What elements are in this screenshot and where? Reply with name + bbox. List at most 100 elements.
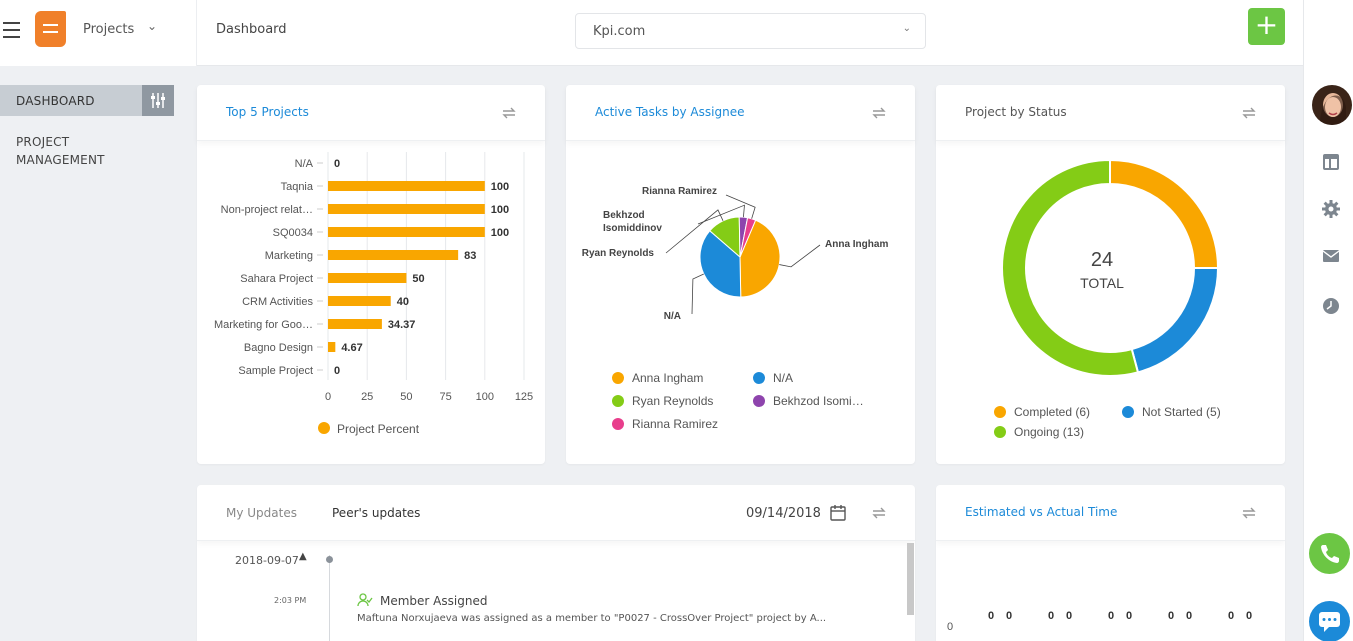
refresh-icon[interactable] xyxy=(1240,105,1258,121)
calendar-icon[interactable] xyxy=(829,504,847,522)
menu-icon[interactable] xyxy=(3,22,20,38)
category-label: N/A xyxy=(295,158,314,170)
clock-icon[interactable] xyxy=(1321,296,1341,316)
mail-icon[interactable] xyxy=(1321,246,1341,266)
bar-value-label: 0 xyxy=(334,365,340,377)
active-tasks-chart: Anna Ingham N/A Ryan Reynolds Bekhzod Isomid… xyxy=(582,186,889,431)
card-header: My Updates Peer's updates 09/14/2018 xyxy=(197,485,915,541)
category-label: Sahara Project xyxy=(240,273,313,285)
category-label: Taqnia xyxy=(281,181,314,193)
bar xyxy=(328,250,459,260)
timeline-line xyxy=(329,555,330,641)
gear-icon[interactable] xyxy=(1321,199,1341,219)
bar-value-label: 0 xyxy=(1186,610,1192,622)
bar-value-label: 0 xyxy=(334,158,340,170)
pie-slice xyxy=(739,219,781,298)
bar xyxy=(328,319,382,329)
dashboard-settings-button[interactable] xyxy=(142,85,174,116)
pie-outer-label: Rianna Ramirez xyxy=(642,186,717,197)
estimated-actual-chart: 00 0 0 0 0 0 0 0 0 0 xyxy=(947,610,1252,633)
category-label: Non-project relat… xyxy=(221,204,313,216)
chevron-up-icon[interactable]: ▲ xyxy=(299,551,307,562)
chevron-down-icon: ⌄ xyxy=(147,19,158,33)
donut-segment xyxy=(1001,158,1140,377)
legend-label: Not Started (5) xyxy=(1142,405,1221,419)
x-tick-label: 25 xyxy=(361,391,373,403)
pie-connector xyxy=(665,209,724,254)
refresh-icon[interactable] xyxy=(870,105,888,121)
layout-icon[interactable] xyxy=(1321,152,1341,172)
legend-label: Completed (6) xyxy=(1014,405,1090,419)
legend-swatch xyxy=(612,372,624,384)
bar-value-label: 50 xyxy=(412,273,424,285)
top-bar: Projects ⌄ Dashboard Kpi.com ⌄ + xyxy=(0,0,1341,66)
legend-swatch xyxy=(994,406,1006,418)
card-header: Top 5 Projects xyxy=(197,85,545,141)
x-tick-label: 125 xyxy=(515,391,533,403)
page-title: Dashboard xyxy=(216,22,287,37)
refresh-icon[interactable] xyxy=(1240,505,1258,521)
pie-outer-label: N/A xyxy=(664,311,681,322)
avatar[interactable] xyxy=(1312,85,1352,125)
project-module-select[interactable]: Projects ⌄ xyxy=(83,19,157,37)
bar-value-label: 83 xyxy=(464,250,476,262)
bar-value-label: 0 xyxy=(1108,610,1114,622)
legend-label: Ryan Reynolds xyxy=(632,394,713,408)
timeline-dot xyxy=(326,556,333,563)
bar-value-label: 0 xyxy=(1228,610,1234,622)
legend-label: N/A xyxy=(773,371,793,385)
category-label: Sample Project xyxy=(238,365,313,377)
legend-label: Bekhzod Isomi… xyxy=(773,394,864,408)
pie-outer-label: Ryan Reynolds xyxy=(582,248,655,259)
category-label: Bagno Design xyxy=(244,342,313,354)
bar xyxy=(328,342,336,352)
category-label: Marketing xyxy=(265,250,313,262)
category-label: CRM Activities xyxy=(242,296,313,308)
bar xyxy=(328,227,485,237)
card-title: Active Tasks by Assignee xyxy=(595,105,745,119)
legend-label: Anna Ingham xyxy=(632,371,703,385)
legend-swatch xyxy=(318,422,330,434)
card-title: Project by Status xyxy=(965,105,1067,119)
company-select-value: Kpi.com xyxy=(593,24,646,39)
legend-label: Rianna Ramirez xyxy=(632,417,718,431)
bar-value-label: 0 xyxy=(1246,610,1252,622)
add-button[interactable]: + xyxy=(1248,8,1285,45)
bar-value-label: 0 xyxy=(1006,610,1012,622)
phone-button[interactable] xyxy=(1309,533,1350,574)
bar xyxy=(328,273,407,283)
timeline-event-description: Maftuna Norxujaeva was assigned as a mem… xyxy=(357,613,827,624)
pie-connector xyxy=(691,273,704,315)
refresh-icon[interactable] xyxy=(870,505,888,521)
right-toolbar xyxy=(1303,0,1353,641)
sidebar-item-project-management[interactable]: PROJECT MANAGEMENT xyxy=(16,135,105,167)
chat-icon xyxy=(1319,612,1340,632)
tab-peers-updates[interactable]: Peer's updates xyxy=(332,506,421,520)
active-tasks-card: Active Tasks by Assignee Anna Ingham N/A R… xyxy=(566,85,915,464)
scrollbar[interactable] xyxy=(907,543,914,615)
tab-my-updates[interactable]: My Updates xyxy=(226,506,297,520)
project-status-chart: 24 TOTAL Completed (6) Not Started (5) Ongoi… xyxy=(994,158,1221,439)
chat-button[interactable] xyxy=(1309,601,1350,641)
bar-value-label: 0 xyxy=(1048,610,1054,622)
bar-value-label: 0 xyxy=(1066,610,1072,622)
company-select[interactable]: Kpi.com ⌄ xyxy=(575,13,926,49)
pie-outer-label: Bekhzod Isomiddinov xyxy=(603,210,662,234)
donut-segment xyxy=(1109,158,1220,269)
refresh-icon[interactable] xyxy=(500,105,518,121)
chevron-down-icon: ⌄ xyxy=(902,23,911,34)
bar-value-label: 100 xyxy=(491,227,509,239)
bar-value-label: 0 xyxy=(1126,610,1132,622)
donut-segment xyxy=(1130,267,1220,374)
timeline-date: 2018-09-07 xyxy=(235,554,299,567)
legend-swatch xyxy=(753,372,765,384)
donut-center-value: 24 xyxy=(1091,249,1113,271)
bar-value-label: 0 xyxy=(1168,610,1174,622)
x-tick-label: 75 xyxy=(439,391,451,403)
sidebar-item-dashboard[interactable]: DASHBOARD xyxy=(0,85,142,116)
brand-zone: Projects ⌄ xyxy=(0,0,197,66)
legend-label: Ongoing (13) xyxy=(1014,425,1084,439)
app-logo xyxy=(35,11,66,47)
date-filter[interactable]: 09/14/2018 xyxy=(746,506,821,521)
